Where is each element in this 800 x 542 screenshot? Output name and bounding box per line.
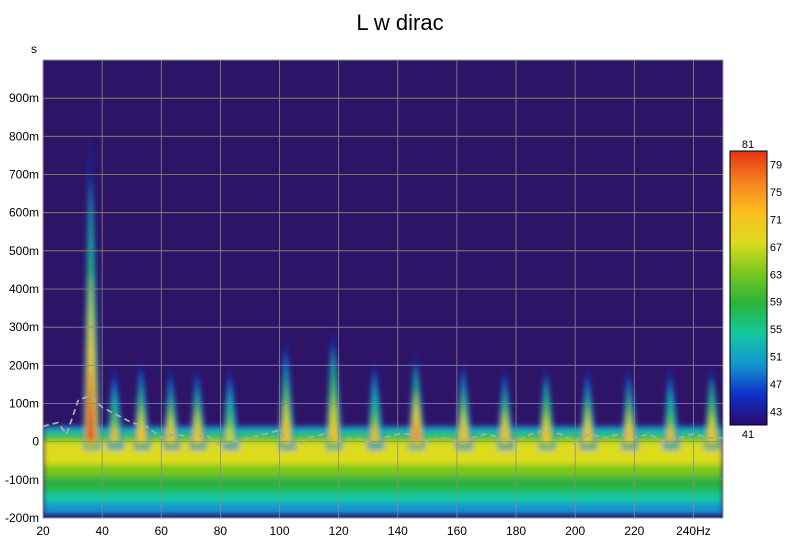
chart-title: L w dirac bbox=[356, 10, 443, 35]
x-tick-label: 60 bbox=[155, 524, 169, 538]
y-tick-label: 300m bbox=[9, 320, 39, 334]
resonance-lobe bbox=[137, 420, 145, 442]
color-scale-min-label: 41 bbox=[742, 429, 754, 441]
y-tick-label: 900m bbox=[9, 91, 39, 105]
color-scale-tick-label: 51 bbox=[770, 352, 782, 364]
x-tick-label: 40 bbox=[95, 524, 109, 538]
x-tick-label: 180 bbox=[506, 524, 526, 538]
y-tick-label: 200m bbox=[9, 358, 39, 372]
color-scale-ticks: 79 75 71 67 63 59 55 51 47 43 bbox=[770, 160, 782, 419]
y-tick-label: 400m bbox=[9, 282, 39, 296]
resonance-lobe bbox=[708, 422, 716, 442]
color-scale-tick-label: 59 bbox=[770, 297, 782, 309]
y-axis-ticks: 900m 800m 700m 600m 500m 400m 300m 200m 100m 0 -10… bbox=[5, 91, 39, 525]
decay-curve-line bbox=[43, 394, 723, 451]
y-tick-label: 700m bbox=[9, 168, 39, 182]
x-tick-label: 20 bbox=[36, 524, 50, 538]
color-scale-tick-label: 71 bbox=[770, 215, 782, 227]
resonance-lobe bbox=[542, 422, 551, 442]
x-tick-label: 100 bbox=[270, 524, 290, 538]
resonance-lobe bbox=[226, 422, 234, 442]
color-scale-tick-label: 79 bbox=[770, 160, 782, 172]
x-tick-label: 220 bbox=[624, 524, 644, 538]
color-scale-legend: 81 41 79 75 71 67 63 59 55 51 47 43 bbox=[729, 139, 782, 441]
color-scale-tick-label: 63 bbox=[770, 269, 782, 281]
resonance-lobe bbox=[666, 422, 675, 442]
y-tick-label: 600m bbox=[9, 206, 39, 220]
resonance-lobe bbox=[459, 420, 468, 442]
resonance-lobe bbox=[370, 420, 379, 442]
resonance-lobe bbox=[193, 422, 202, 442]
color-scale-tick-label: 43 bbox=[770, 406, 782, 418]
color-scale-tick-label: 75 bbox=[770, 187, 782, 199]
resonance-lobe bbox=[87, 363, 95, 442]
y-tick-label: -200m bbox=[5, 511, 39, 525]
plot-frame bbox=[42, 59, 724, 519]
color-scale-tick-label: 47 bbox=[770, 379, 782, 391]
y-tick-label: 500m bbox=[9, 244, 39, 258]
y-tick-label: 100m bbox=[9, 397, 39, 411]
x-tick-label: 160 bbox=[447, 524, 467, 538]
x-tick-label: 240Hz bbox=[676, 524, 711, 538]
resonance-lobe bbox=[110, 422, 119, 442]
resonance-lobe bbox=[501, 422, 509, 442]
resonance-lobe bbox=[329, 413, 338, 442]
y-tick-label: -100m bbox=[5, 473, 39, 487]
y-axis-unit-label: s bbox=[31, 42, 37, 56]
x-axis-ticks: 20 40 60 80 100 120 140 160 180 200 220 240Hz bbox=[36, 524, 710, 538]
spectrogram-heat bbox=[43, 128, 723, 515]
x-tick-label: 200 bbox=[565, 524, 585, 538]
color-scale-bar bbox=[729, 150, 768, 426]
resonance-lobe bbox=[166, 422, 175, 442]
color-scale-tick-label: 55 bbox=[770, 324, 782, 336]
decay-curve bbox=[43, 394, 723, 451]
color-scale-tick-label: 67 bbox=[770, 242, 782, 254]
color-scale-max-label: 81 bbox=[742, 139, 754, 151]
x-tick-label: 140 bbox=[388, 524, 408, 538]
x-tick-label: 120 bbox=[329, 524, 349, 538]
y-tick-label: 800m bbox=[9, 129, 39, 143]
y-tick-label: 0 bbox=[32, 435, 39, 449]
x-tick-label: 80 bbox=[214, 524, 228, 538]
heat-shapes bbox=[43, 128, 723, 515]
